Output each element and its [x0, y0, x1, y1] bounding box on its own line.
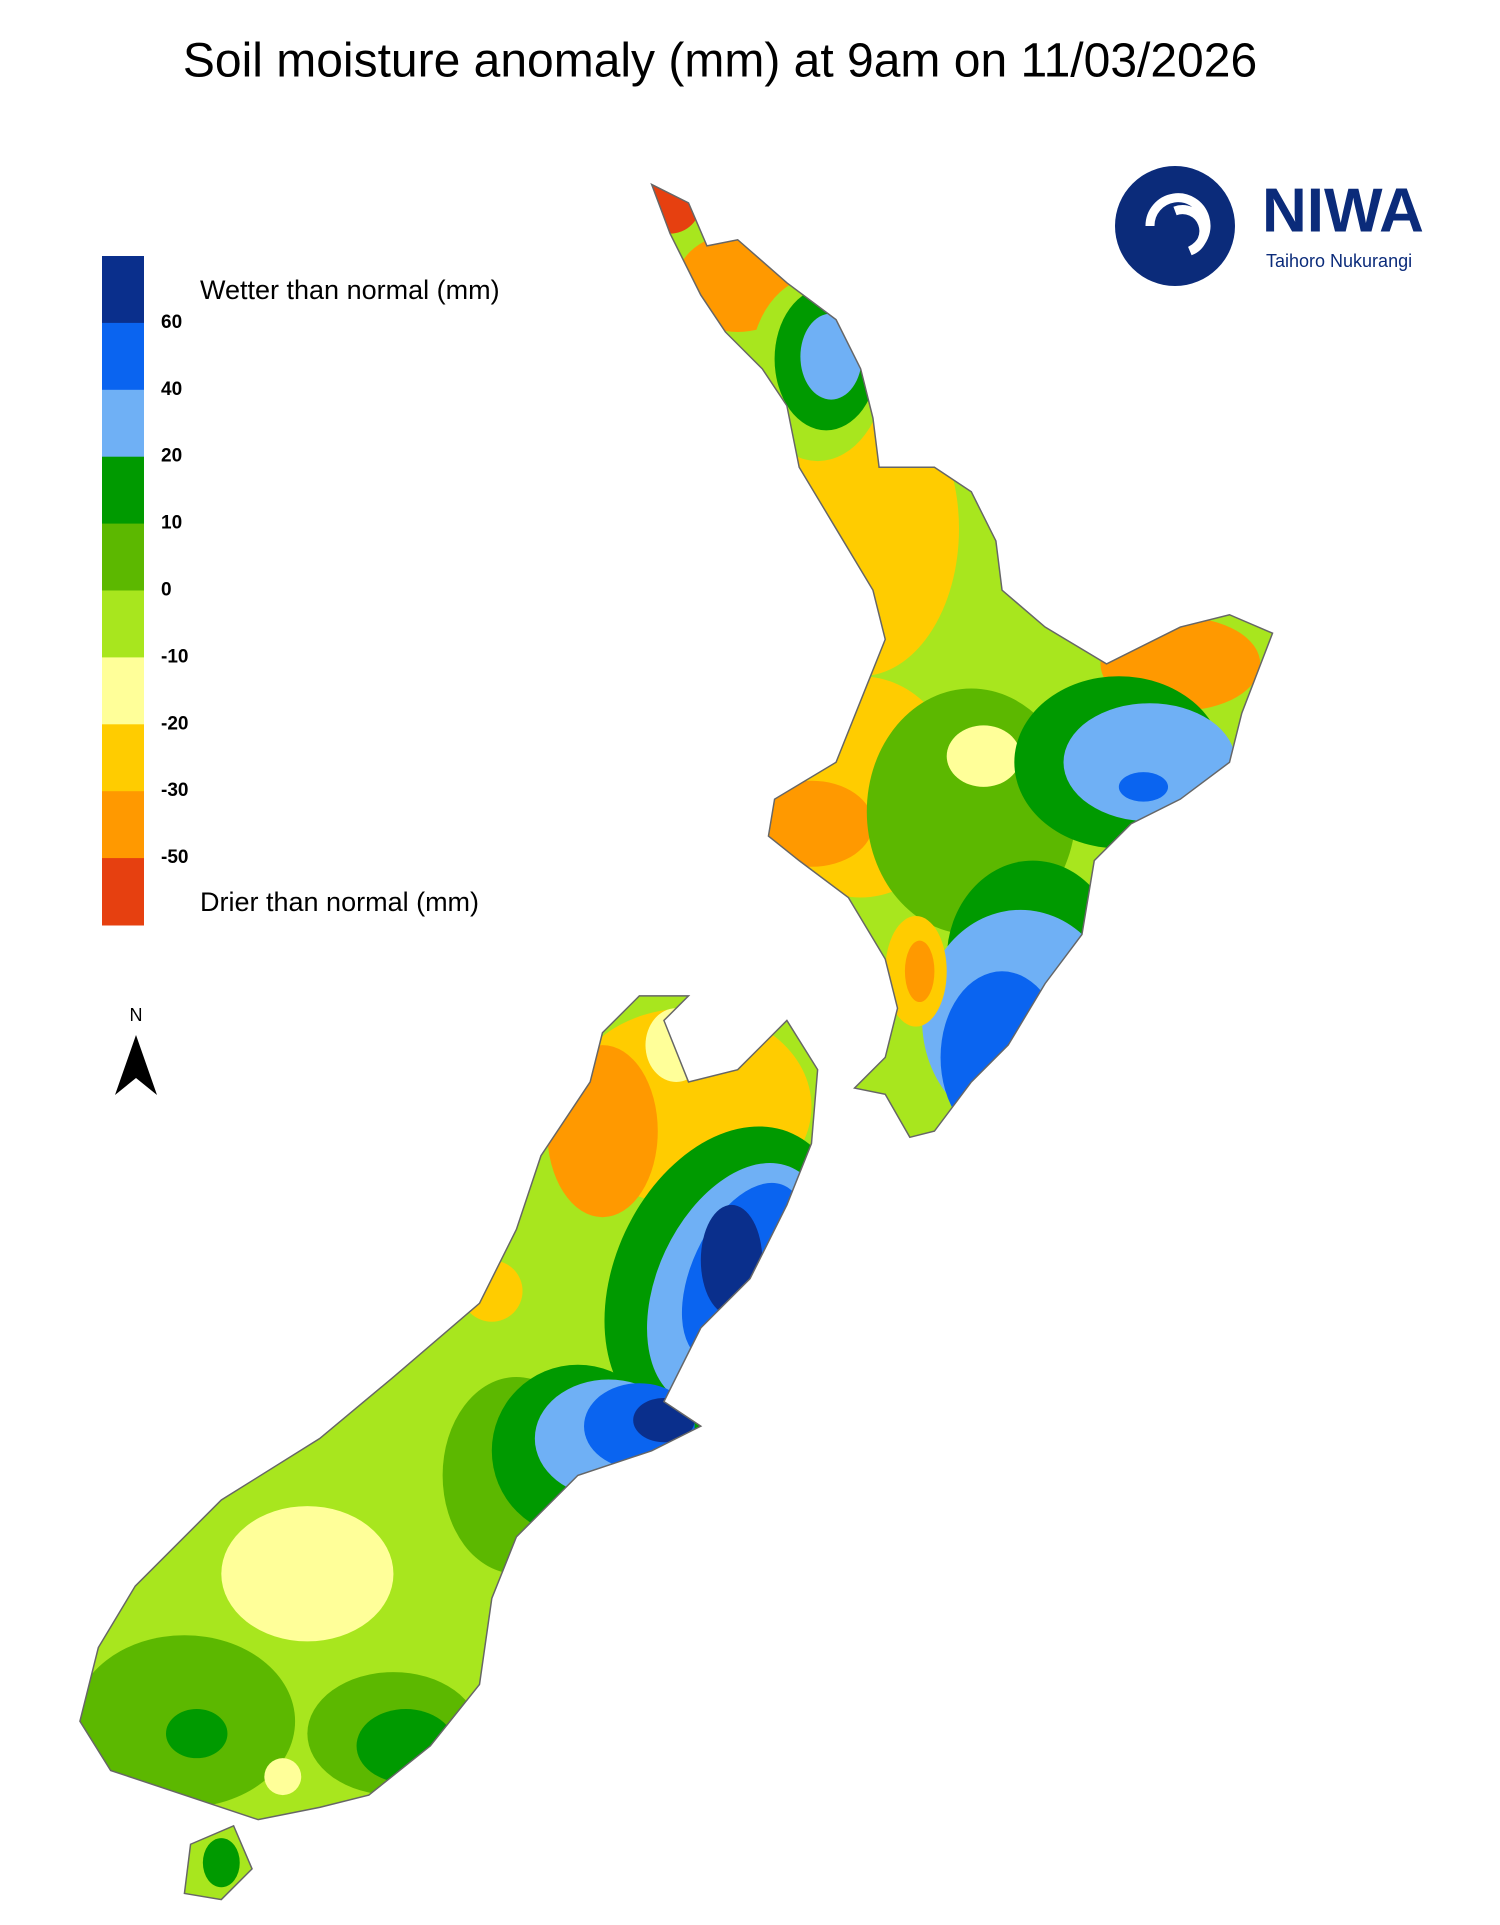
zone	[800, 313, 862, 400]
legend-swatch	[102, 590, 144, 658]
legend-tick-label: 20	[161, 446, 182, 467]
north-arrow-shape	[115, 1035, 157, 1095]
legend-swatch	[102, 657, 144, 725]
zone	[639, 184, 701, 234]
zone	[940, 971, 1064, 1144]
legend-tick-label: -10	[161, 646, 188, 667]
legend-tick-label: 60	[161, 312, 182, 333]
legend-swatch	[102, 322, 144, 391]
logo-mark	[1115, 166, 1235, 286]
north-arrow: N	[115, 1005, 157, 1095]
zone	[904, 940, 935, 1003]
legend-swatch	[102, 858, 144, 926]
logo-swirl	[1145, 193, 1211, 256]
logo-subtitle: Taihoro Nukurangi	[1266, 251, 1412, 271]
legend-tick-label: 10	[161, 513, 182, 534]
zone	[946, 725, 1021, 787]
legend-swatch	[102, 256, 144, 324]
zone	[165, 1709, 228, 1759]
map-title: Soil moisture anomaly (mm) at 9am on 11/…	[183, 35, 1257, 88]
legend-swatch	[102, 456, 144, 525]
logo-name: NIWA	[1262, 176, 1424, 245]
legend-swatch	[102, 724, 144, 792]
coastline	[79, 182, 1274, 1901]
zone	[264, 1758, 302, 1796]
legend-swatch	[102, 523, 144, 591]
legend-swatch	[102, 791, 144, 859]
zone	[700, 1204, 763, 1316]
legend-top-label: Wetter than normal (mm)	[200, 275, 500, 305]
zone	[202, 1838, 240, 1888]
zone	[356, 1709, 455, 1783]
legend-tick-label: 40	[161, 379, 182, 400]
zone	[645, 1008, 707, 1082]
zone	[633, 1397, 695, 1443]
zone	[461, 1260, 523, 1322]
zone	[547, 1045, 658, 1218]
legend-swatch	[102, 389, 144, 458]
legend-tick-label: 0	[161, 580, 172, 601]
zone	[1063, 703, 1236, 822]
zone	[1118, 772, 1169, 802]
legend-tick-label: -20	[161, 713, 188, 734]
legend: Wetter than normal (mm) Drier than norma…	[102, 256, 500, 926]
legend-tick-label: -30	[161, 780, 188, 801]
north-label: N	[130, 1005, 143, 1025]
logo: NIWA Taihoro Nukurangi	[1115, 166, 1424, 286]
zone	[221, 1506, 394, 1642]
zone	[749, 780, 873, 867]
legend-tick-label: -50	[161, 847, 188, 868]
legend-bottom-label: Drier than normal (mm)	[200, 887, 479, 917]
